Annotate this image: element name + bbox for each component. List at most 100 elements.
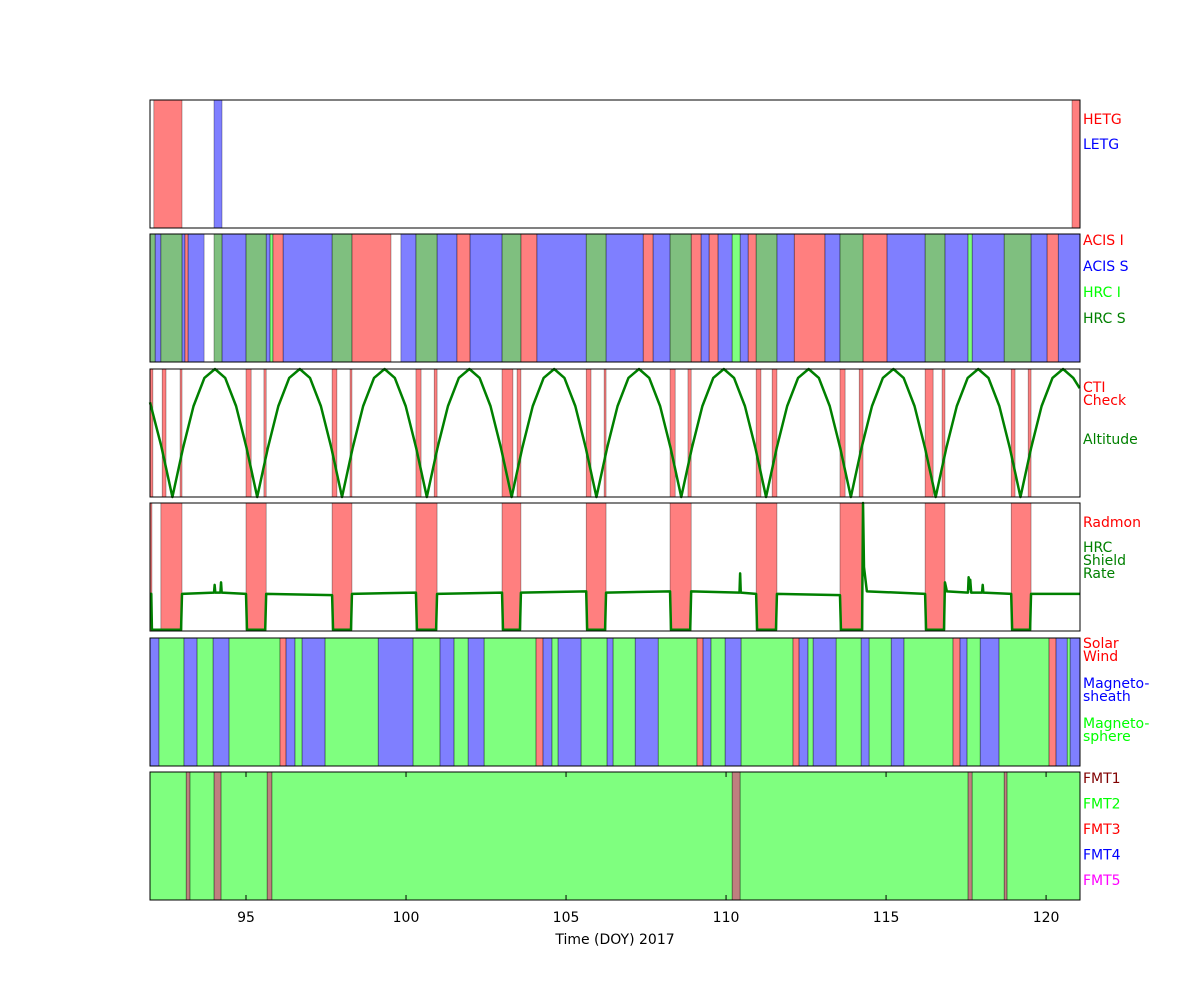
- span: [580, 637, 608, 767]
- span: [161, 368, 167, 498]
- span: [456, 233, 471, 363]
- span: [669, 368, 676, 498]
- span: [860, 637, 870, 767]
- legend-label: FMT1: [1083, 771, 1121, 787]
- span: [585, 502, 607, 632]
- span: [652, 233, 671, 363]
- span: [271, 771, 733, 901]
- span: [1071, 99, 1081, 229]
- span: [265, 233, 271, 363]
- line: [148, 367, 1081, 499]
- span: [824, 233, 841, 363]
- span: [739, 771, 969, 901]
- x-tick-label: 95: [237, 910, 255, 926]
- span: [189, 771, 215, 901]
- span: [501, 502, 522, 632]
- span: [436, 233, 458, 363]
- span: [433, 368, 438, 498]
- x-tick-label: 100: [393, 910, 420, 926]
- span: [245, 233, 267, 363]
- legend-label: HRC I: [1083, 285, 1121, 301]
- span: [669, 233, 692, 363]
- span: [439, 637, 455, 767]
- span: [184, 233, 189, 363]
- span: [501, 233, 522, 363]
- legend-label: HETG: [1083, 112, 1122, 128]
- span: [149, 637, 160, 767]
- x-tick-label: 115: [873, 910, 900, 926]
- span: [755, 502, 778, 632]
- span: [792, 637, 800, 767]
- span: [696, 637, 704, 767]
- span: [331, 368, 338, 498]
- span: [324, 637, 379, 767]
- span: [279, 637, 287, 767]
- legend-label: FMT3: [1083, 822, 1121, 838]
- span: [520, 233, 538, 363]
- span: [585, 233, 607, 363]
- span: [890, 637, 905, 767]
- span: [717, 233, 733, 363]
- panel-frame: [149, 771, 1081, 901]
- panel-frame: [149, 99, 1081, 229]
- span: [213, 99, 223, 229]
- span: [710, 637, 726, 767]
- span: [924, 233, 946, 363]
- x-tick-label: 110: [713, 910, 740, 926]
- panel-frame: [149, 637, 1081, 767]
- legend-label: Radmon: [1083, 515, 1141, 531]
- span: [1003, 233, 1032, 363]
- span: [839, 502, 864, 632]
- span: [400, 233, 417, 363]
- span: [708, 233, 719, 363]
- span: [285, 637, 296, 767]
- span: [160, 502, 183, 632]
- span: [272, 233, 284, 363]
- span: [747, 233, 757, 363]
- span: [966, 637, 981, 767]
- span: [351, 233, 392, 363]
- span: [221, 233, 247, 363]
- span: [196, 637, 214, 767]
- span: [153, 99, 183, 229]
- span: [377, 637, 414, 767]
- span: [724, 637, 742, 767]
- span: [179, 368, 183, 498]
- span: [967, 771, 973, 901]
- span: [263, 368, 267, 498]
- legend-label: Solar Wind: [1083, 636, 1119, 665]
- span: [612, 637, 636, 767]
- span: [755, 368, 762, 498]
- span: [700, 233, 710, 363]
- span: [771, 368, 778, 498]
- span: [690, 233, 702, 363]
- span: [185, 771, 191, 901]
- span: [183, 637, 198, 767]
- span: [862, 233, 888, 363]
- panel-frame: [149, 502, 1081, 632]
- x-tick-label: 120: [1033, 910, 1060, 926]
- span: [971, 233, 1005, 363]
- legend-label: Magneto-sheath: [1083, 676, 1149, 705]
- span: [467, 637, 485, 767]
- panel-background: [150, 100, 1080, 228]
- span: [585, 368, 592, 498]
- span: [331, 502, 353, 632]
- span: [1027, 368, 1032, 498]
- span: [812, 637, 837, 767]
- span: [798, 637, 809, 767]
- span: [739, 233, 749, 363]
- span: [245, 502, 267, 632]
- legend-label: CTI Check: [1083, 380, 1127, 409]
- span: [542, 637, 553, 767]
- span: [228, 637, 281, 767]
- legend-label: HRC Shield Rate: [1083, 540, 1126, 582]
- span: [1066, 637, 1071, 767]
- span: [793, 233, 826, 363]
- span: [669, 502, 692, 632]
- span: [149, 771, 187, 901]
- span: [868, 637, 892, 767]
- span: [740, 637, 794, 767]
- span: [1030, 233, 1048, 363]
